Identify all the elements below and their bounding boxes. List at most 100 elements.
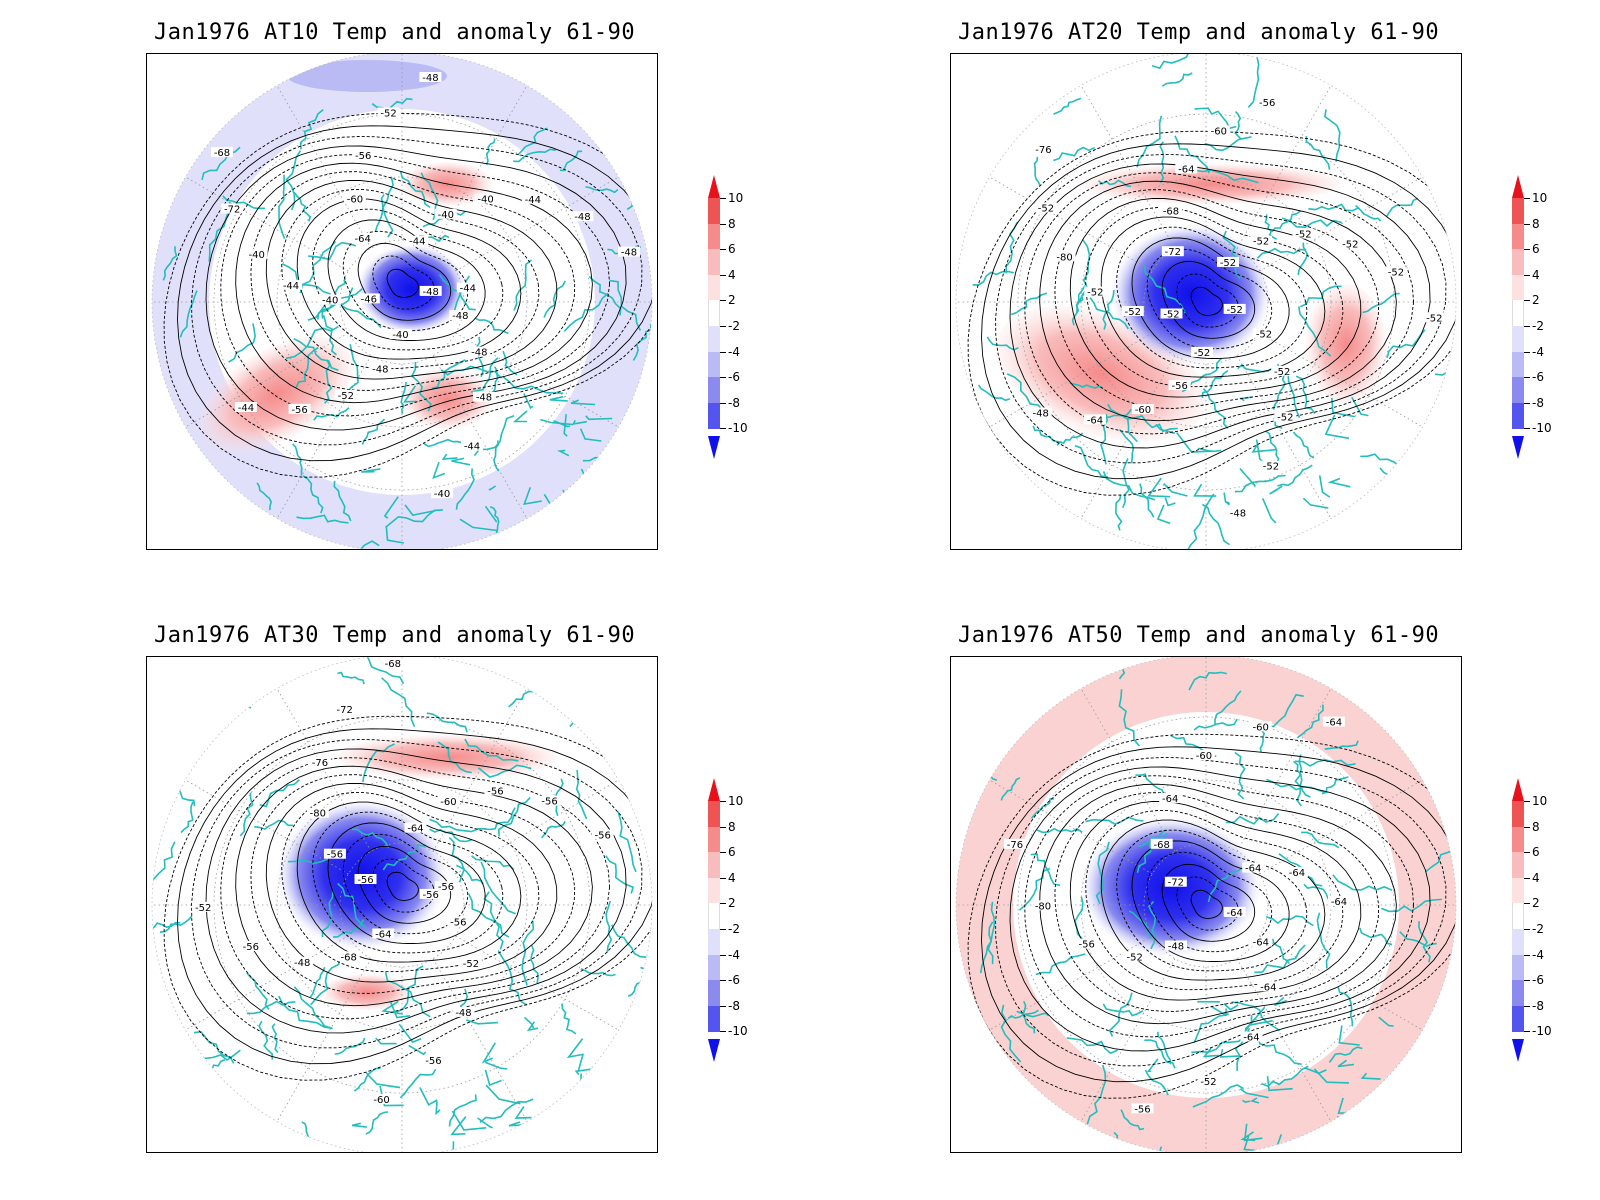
border-segment	[1338, 1025, 1360, 1046]
colorbar-tick	[1524, 954, 1530, 956]
contour-label-bg	[1084, 414, 1106, 425]
map-panel-at10: -48 -48 -48 -48 -44 -40 -40 -48 -52 -56 -44 -46 -40 -…	[146, 53, 658, 550]
colorbar-segment	[708, 402, 720, 429]
contour-line	[1176, 876, 1239, 931]
contour-line	[1116, 226, 1308, 369]
border-segment	[1318, 475, 1331, 498]
contour-label: -52	[1253, 237, 1269, 248]
colorbar-tick	[1524, 377, 1530, 379]
contour-line	[1085, 207, 1344, 388]
contour-label: -60	[440, 797, 456, 808]
colorbar-tick	[1524, 929, 1530, 930]
contour-label: -52	[1263, 462, 1279, 473]
contour-label: -64	[1087, 415, 1103, 426]
border-segment	[1261, 498, 1277, 524]
contour-line	[1054, 792, 1380, 1012]
anomaly-warm-region	[402, 369, 492, 429]
anomaly-warm-region	[1081, 164, 1341, 204]
contour-label-bg	[1197, 1076, 1220, 1086]
coastline-segment	[1102, 289, 1115, 330]
contour-line	[981, 143, 1456, 480]
border-segment	[1385, 1136, 1397, 1152]
contour-line	[265, 782, 558, 983]
border-segment	[381, 1000, 403, 1015]
contour-line	[296, 801, 522, 963]
coastline-segment	[1138, 829, 1167, 848]
contour-label: -48	[372, 364, 388, 375]
contour-label: -68	[385, 659, 401, 670]
colorbar-segment	[708, 801, 720, 828]
contour-label-bg	[280, 279, 302, 290]
coastline-segment	[1136, 115, 1163, 168]
coastline-segment	[1151, 54, 1202, 70]
border-segment	[450, 1116, 467, 1136]
contour-label-bg	[288, 403, 311, 414]
coastline-segment	[308, 241, 357, 261]
border-segment	[574, 1070, 580, 1076]
contour-label: -68	[1154, 840, 1170, 851]
contour-label: -48	[423, 287, 439, 298]
border-segment	[579, 428, 602, 442]
coastline-segment	[365, 1111, 389, 1135]
contour-label-bg	[1150, 838, 1173, 849]
coastline-segment	[1386, 197, 1419, 217]
coastline-segment	[396, 965, 424, 1013]
contour-label: -52	[1295, 230, 1311, 241]
contour-label: -56	[243, 942, 259, 953]
coastline-segment	[1032, 425, 1063, 444]
coastline-segment	[605, 900, 613, 953]
colorbar-segment	[1512, 274, 1524, 301]
contour-label-bg	[1084, 286, 1107, 297]
colorbar-arrow-up	[708, 175, 720, 198]
contour-label: -40	[249, 250, 265, 261]
contour-label: -56	[355, 151, 371, 162]
contour-label: -56	[357, 875, 373, 886]
colorbar-label: -4	[728, 344, 740, 359]
colorbar-tick	[720, 801, 726, 802]
coastline-segment	[246, 1000, 296, 1015]
contour-label-bg	[370, 1094, 393, 1104]
contour-label-bg	[334, 389, 357, 400]
contour-label: -40	[392, 330, 408, 341]
contour-label-bg	[357, 293, 380, 304]
coastline-segment	[293, 191, 312, 222]
contour-label: -48	[621, 248, 637, 259]
coastline-segment	[437, 741, 472, 774]
border-segment	[477, 1117, 493, 1129]
contour-label: -52	[1256, 330, 1272, 341]
coastline-segment	[1297, 242, 1309, 276]
colorbar-label: 6	[1532, 242, 1540, 257]
contour-label: -64	[1253, 938, 1269, 949]
coastline-segment	[1143, 264, 1186, 314]
coastline-segment	[561, 1003, 577, 1035]
coastline-segment	[1108, 992, 1133, 1037]
border-segment	[1146, 1058, 1159, 1073]
contour-label: -52	[195, 903, 211, 914]
colorbar-arrow-down	[1512, 436, 1524, 459]
coastline-segment	[278, 174, 286, 239]
coastline-segment	[1316, 912, 1331, 969]
colorbar-tick	[720, 877, 726, 879]
contour-label: -56	[327, 850, 343, 861]
contour-label-bg	[447, 916, 470, 927]
border-segment	[1223, 1003, 1239, 1011]
coastline-segment	[152, 921, 181, 932]
colorbar-label: -10	[1532, 1024, 1552, 1039]
colorbar-tick	[1524, 351, 1530, 353]
colorbar-label: -6	[1532, 370, 1544, 385]
colorbar-tick	[1524, 402, 1530, 404]
coastline-segment	[1308, 203, 1360, 212]
contour-label-bg	[1322, 716, 1345, 727]
coastline-segment	[179, 290, 198, 338]
contour-label: -48	[452, 311, 468, 322]
border-segment	[577, 1118, 618, 1131]
colorbar-label: 10	[728, 191, 744, 205]
colorbar-label: -4	[1532, 344, 1544, 359]
border-segment	[570, 399, 596, 406]
contour-line	[163, 715, 652, 1081]
colorbar-label: -8	[1532, 998, 1544, 1013]
contour-line	[357, 845, 452, 924]
contour-label-bg	[221, 203, 244, 214]
coastline-segment	[321, 891, 334, 937]
coastline-segment	[502, 375, 564, 394]
